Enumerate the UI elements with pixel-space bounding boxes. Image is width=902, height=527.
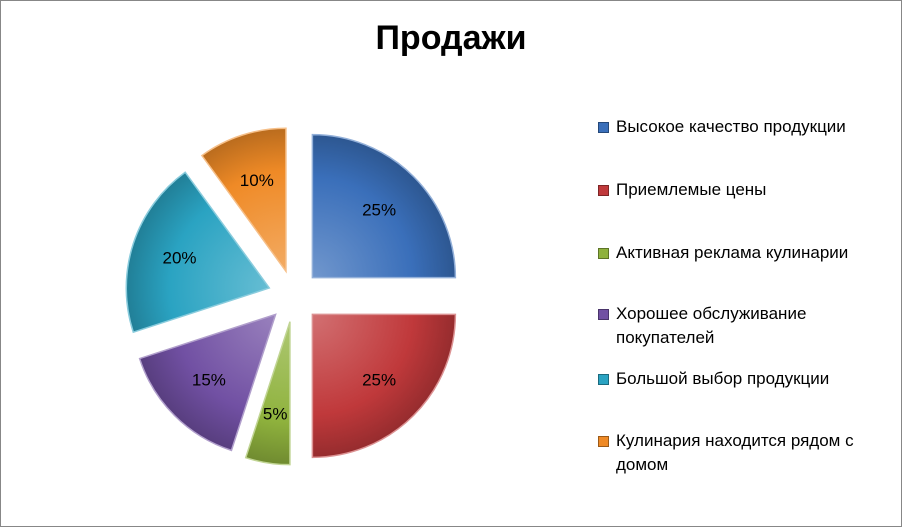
slice-value-label: 25%	[362, 371, 396, 390]
chart-title: Продажи	[375, 19, 527, 57]
legend-item: Приемлемые цены	[598, 178, 893, 202]
legend-label: Приемлемые цены	[616, 180, 767, 199]
slice-value-label: 25%	[362, 200, 396, 219]
legend-label: Кулинария находится рядом с домом	[616, 431, 854, 474]
legend-label: Активная реклама кулинарии	[616, 243, 849, 262]
legend-label: Высокое качество продукции	[616, 117, 846, 136]
slice-value-label: 15%	[192, 371, 226, 390]
legend-swatch	[598, 122, 609, 133]
legend-swatch	[598, 248, 609, 259]
legend-item: Кулинария находится рядом с домом	[598, 429, 893, 477]
pie-slice	[138, 313, 277, 452]
slice-value-label: 10%	[240, 171, 274, 190]
legend-swatch	[598, 436, 609, 447]
legend-item: Хорошее обслуживание покупателей	[598, 302, 893, 350]
slice-value-label: 5%	[263, 404, 288, 423]
legend-item: Большой выбор продукции	[598, 367, 893, 391]
legend-swatch	[598, 309, 609, 320]
slice-value-label: 20%	[162, 248, 196, 267]
legend-swatch	[598, 185, 609, 196]
legend-swatch	[598, 374, 609, 385]
legend-label: Хорошее обслуживание покупателей	[616, 304, 807, 347]
legend-item: Высокое качество продукции	[598, 115, 893, 139]
pie-slice	[200, 127, 287, 274]
pie-slice	[244, 321, 291, 466]
pie-slice	[311, 313, 457, 459]
legend-label: Большой выбор продукции	[616, 369, 830, 388]
pie-slice	[125, 171, 271, 334]
legend-item: Активная реклама кулинарии	[598, 241, 893, 265]
pie-slice	[311, 133, 457, 279]
